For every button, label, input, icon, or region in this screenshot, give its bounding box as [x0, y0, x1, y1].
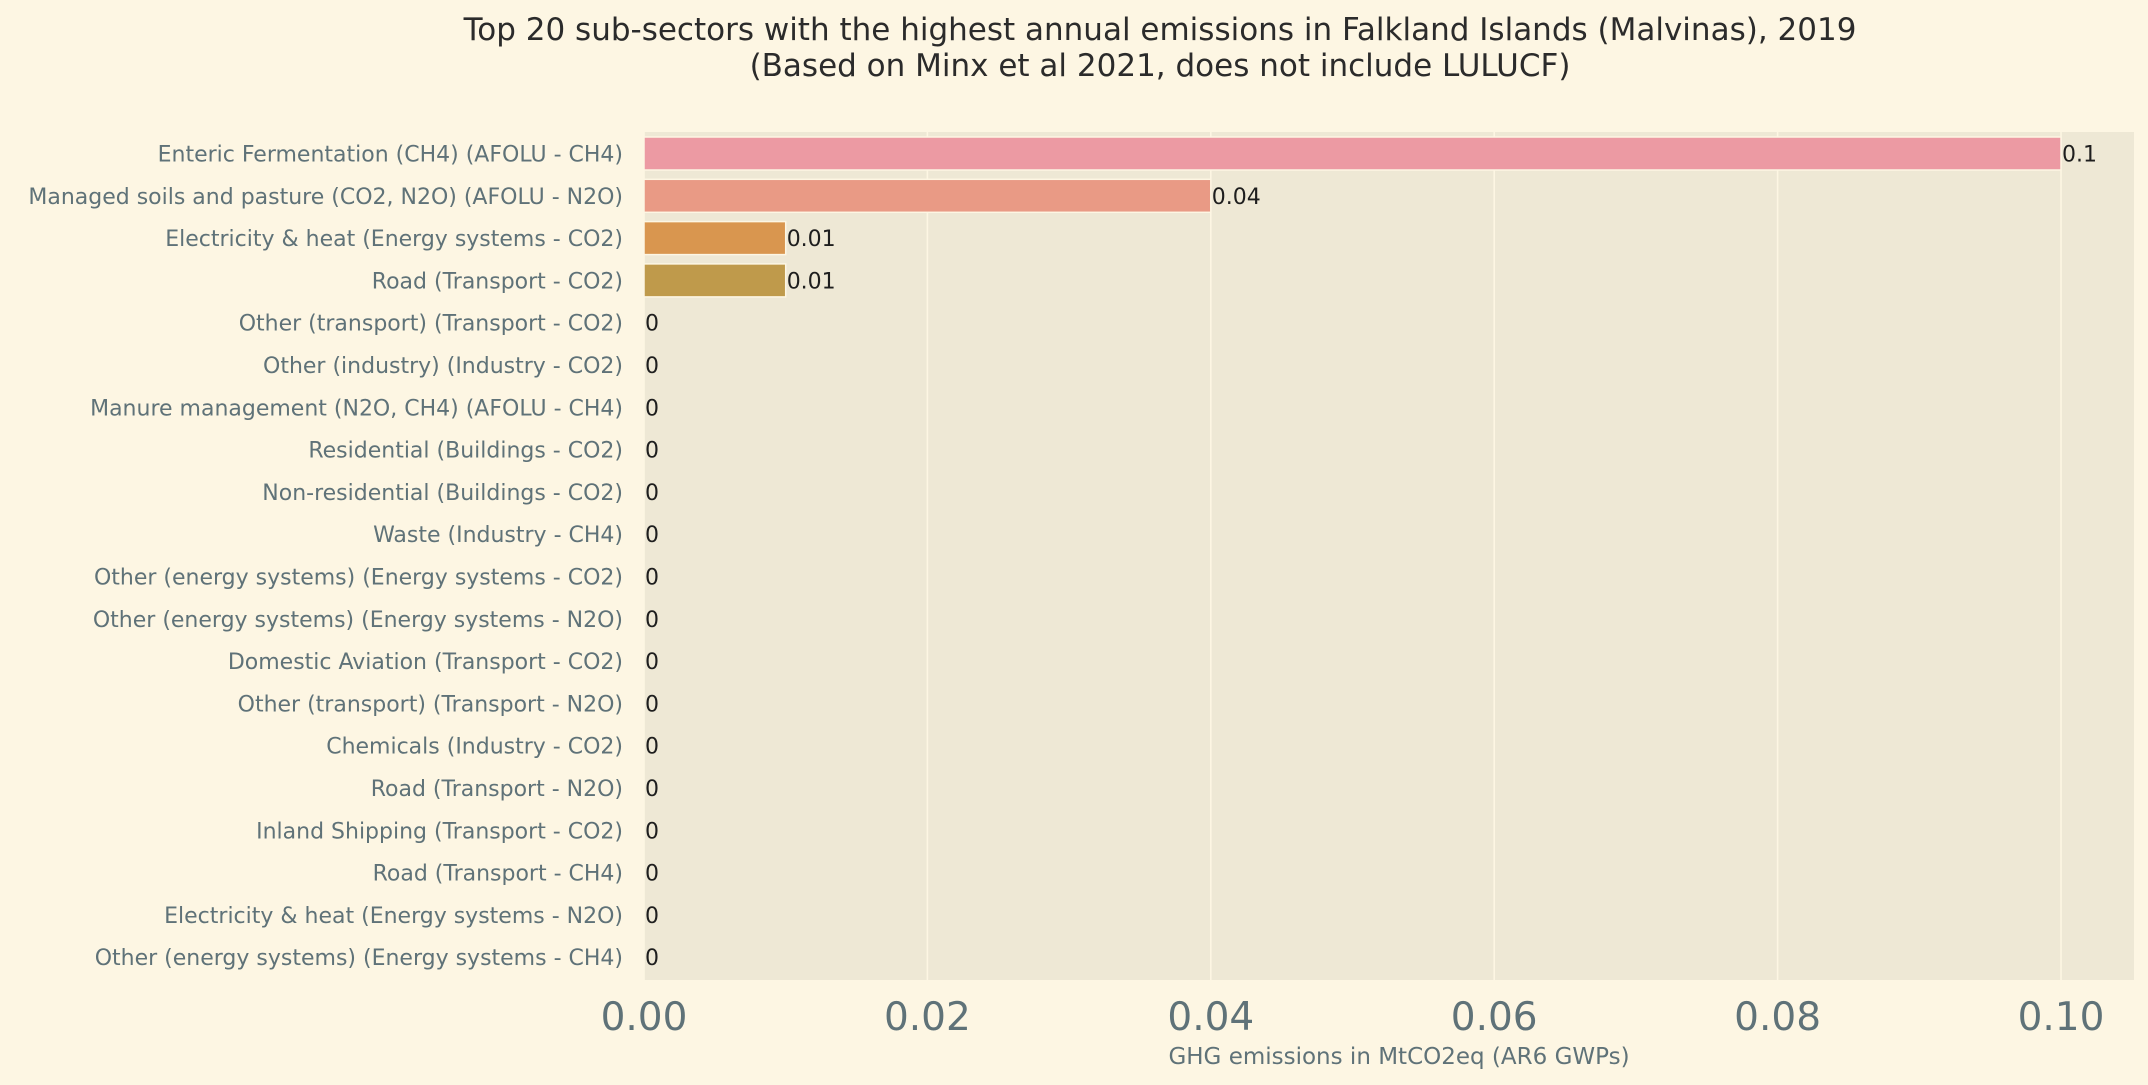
data-label: 0.04 [1212, 185, 1261, 210]
x-tick-label: 0.00 [601, 995, 688, 1040]
x-tick-label: 0.02 [884, 995, 971, 1040]
x-axis-label: GHG emissions in MtCO2eq (AR6 GWPs) [1168, 1044, 1629, 1070]
category-label: Other (transport) (Transport - CO2) [239, 312, 623, 337]
data-label: 0 [645, 946, 659, 971]
category-label: Chemicals (Industry - CO2) [326, 735, 623, 760]
data-label: 0.01 [787, 269, 836, 294]
category-label: Electricity & heat (Energy systems - N2O… [164, 904, 623, 929]
bar [643, 178, 1212, 214]
category-label: Road (Transport - N2O) [371, 777, 623, 802]
plot-area [644, 132, 2134, 980]
category-label: Enteric Fermentation (CH4) (AFOLU - CH4) [158, 143, 623, 168]
category-label: Inland Shipping (Transport - CO2) [256, 819, 623, 844]
category-label: Road (Transport - CH4) [373, 862, 623, 887]
chart-title: Top 20 sub-sectors with the highest annu… [463, 12, 1857, 48]
bars [643, 136, 2062, 298]
category-label: Managed soils and pasture (CO2, N2O) (AF… [28, 185, 623, 210]
grid-lines [643, 132, 2062, 980]
category-label: Manure management (N2O, CH4) (AFOLU - CH… [90, 396, 623, 421]
chart-subtitle: (Based on Minx et al 2021, does not incl… [750, 48, 1571, 84]
category-labels: Enteric Fermentation (CH4) (AFOLU - CH4)… [28, 143, 623, 972]
data-label: 0 [645, 862, 659, 887]
data-label: 0 [645, 692, 659, 717]
x-tick-label: 0.04 [1167, 995, 1254, 1040]
x-tick-label: 0.08 [1734, 995, 1821, 1040]
x-tick-label: 0.06 [1451, 995, 1538, 1040]
bar [643, 136, 2062, 171]
category-label: Waste (Industry - CH4) [373, 523, 623, 548]
category-label: Other (industry) (Industry - CO2) [263, 354, 623, 379]
category-label: Residential (Buildings - CO2) [308, 439, 623, 464]
data-label: 0 [645, 523, 659, 548]
bar [643, 263, 787, 298]
category-label: Electricity & heat (Energy systems - CO2… [165, 227, 623, 252]
data-label: 0 [645, 608, 659, 633]
data-label: 0 [645, 566, 659, 591]
data-label: 0 [645, 396, 659, 421]
data-label: 0 [645, 819, 659, 844]
data-label: 0 [645, 481, 659, 506]
data-label: 0 [645, 735, 659, 760]
category-label: Domestic Aviation (Transport - CO2) [228, 650, 623, 675]
x-tick-label: 0.10 [2018, 995, 2105, 1040]
data-label: 0 [645, 777, 659, 802]
category-label: Other (energy systems) (Energy systems -… [93, 608, 623, 633]
data-label: 0 [645, 354, 659, 379]
data-label: 0 [645, 312, 659, 337]
data-label: 0 [645, 904, 659, 929]
bar [643, 220, 787, 256]
category-label: Road (Transport - CO2) [372, 269, 623, 294]
data-label: 0 [645, 650, 659, 675]
category-label: Other (transport) (Transport - N2O) [238, 692, 623, 717]
data-labels: 0.1 0.04 0.01 0.01 0 0 0 0 0 0 0 0 0 0 0 0 0 0 0 0 [645, 143, 2097, 972]
x-axis-ticks: 0.00 0.02 0.04 0.06 0.08 0.10 [601, 995, 2105, 1040]
data-label: 0.01 [787, 227, 836, 252]
category-label: Non-residential (Buildings - CO2) [262, 481, 623, 506]
category-label: Other (energy systems) (Energy systems -… [95, 946, 623, 971]
data-label: 0.1 [2062, 143, 2097, 168]
data-label: 0 [645, 439, 659, 464]
category-label: Other (energy systems) (Energy systems -… [94, 566, 623, 591]
